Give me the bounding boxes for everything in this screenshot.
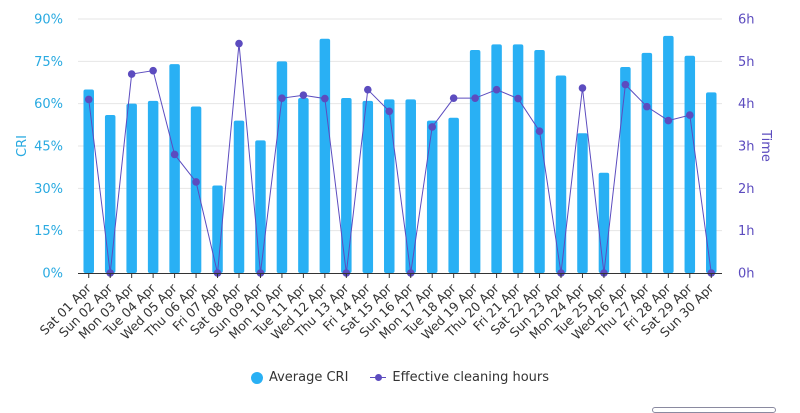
cleaning-hours-point bbox=[364, 85, 372, 94]
cleaning-hours-point bbox=[278, 94, 286, 102]
cleaning-hours-point bbox=[235, 39, 243, 48]
cleaning-hours-point bbox=[664, 116, 673, 125]
cleaning-hours-point bbox=[127, 70, 136, 78]
y-right-tick-label: 5h bbox=[738, 55, 755, 70]
y-right-tick-label: 2h bbox=[738, 182, 755, 197]
y-left-tick-label: 60% bbox=[34, 97, 63, 112]
y-left-axis-title: CRI bbox=[15, 135, 30, 157]
cri-bar bbox=[426, 120, 438, 273]
cleaning-hours-line bbox=[84, 39, 716, 277]
cri-bar bbox=[83, 89, 94, 273]
cri-bar bbox=[491, 44, 502, 274]
y-left-tick-label: 90% bbox=[34, 13, 63, 28]
cleaning-hours-point bbox=[621, 80, 630, 89]
cri-bar bbox=[341, 98, 352, 274]
y-left-tick-label: 45% bbox=[34, 140, 63, 155]
cri-bar bbox=[577, 133, 588, 273]
cleaning-hours-path bbox=[88, 43, 712, 274]
cri-bar bbox=[555, 75, 567, 273]
cleaning-hours-point bbox=[471, 94, 479, 102]
cleaning-hours-point bbox=[321, 94, 329, 103]
y-left-tick-label: 75% bbox=[34, 55, 63, 70]
cri-bars bbox=[83, 35, 717, 274]
cri-bar bbox=[512, 44, 524, 274]
cri-bar bbox=[684, 55, 696, 273]
cri-bar bbox=[469, 50, 481, 273]
cri-bar bbox=[298, 98, 309, 274]
cri-bar bbox=[319, 38, 331, 273]
cri-bar bbox=[384, 99, 395, 273]
cleaning-hours-point bbox=[686, 111, 694, 119]
cleaning-hours-point bbox=[149, 66, 157, 75]
legend-marker-hours bbox=[370, 372, 387, 384]
cri-bar bbox=[663, 35, 674, 273]
cri-bar bbox=[620, 66, 631, 273]
cleaning-hours-point bbox=[492, 85, 501, 94]
cri-bar bbox=[104, 114, 116, 273]
y-left-tick-label: 15% bbox=[34, 224, 63, 239]
cri-bar bbox=[362, 100, 374, 273]
cri-bar bbox=[598, 172, 610, 273]
legend-marker-cri bbox=[250, 371, 263, 384]
cri-bar bbox=[534, 50, 545, 273]
legend-item-hours[interactable]: Effective cleaning hours bbox=[370, 370, 549, 385]
legend-label-hours: Effective cleaning hours bbox=[392, 370, 550, 385]
cleaning-hours-point bbox=[449, 94, 458, 102]
y-right-tick-label: 6h bbox=[738, 13, 755, 28]
cri-bar bbox=[405, 99, 416, 273]
cri-bar bbox=[169, 64, 180, 274]
y-left-tick-label: 0% bbox=[42, 267, 63, 282]
y-right-axis-title: Time bbox=[758, 129, 773, 162]
y-right-tick-label: 0h bbox=[738, 267, 755, 282]
toolbar-edge bbox=[652, 407, 776, 413]
cleaning-hours-point bbox=[299, 91, 308, 99]
cri-bar bbox=[448, 117, 459, 274]
cri-bar bbox=[255, 140, 266, 273]
y-right-tick-label: 3h bbox=[738, 140, 755, 155]
legend: Average CRI Effective cleaning hours bbox=[0, 370, 800, 385]
gridlines bbox=[78, 18, 722, 232]
cleaning-hours-point bbox=[84, 95, 93, 104]
cleaning-hours-point bbox=[192, 178, 200, 186]
cleaning-hours-point bbox=[385, 107, 394, 116]
y-left-tick-label: 30% bbox=[34, 182, 63, 197]
cri-bar bbox=[233, 120, 245, 273]
cleaning-hours-point bbox=[535, 127, 544, 135]
cleaning-hours-point bbox=[578, 84, 587, 92]
legend-item-cri[interactable]: Average CRI bbox=[250, 370, 349, 385]
legend-label-cri: Average CRI bbox=[268, 370, 349, 385]
cri-bar bbox=[276, 61, 288, 274]
cri-bar bbox=[641, 52, 653, 273]
cleaning-hours-point bbox=[428, 123, 437, 131]
cri-bar bbox=[190, 106, 202, 273]
cleaning-hours-point bbox=[514, 94, 522, 103]
y-right-tick-label: 4h bbox=[738, 97, 755, 112]
cleaning-hours-point bbox=[643, 102, 651, 111]
cri-bar bbox=[706, 92, 717, 273]
y-right-tick-label: 1h bbox=[738, 224, 755, 239]
cri-bar bbox=[147, 100, 159, 273]
cri-bar bbox=[126, 103, 137, 274]
cleaning-hours-point bbox=[170, 150, 179, 159]
cri-bar bbox=[212, 185, 223, 273]
